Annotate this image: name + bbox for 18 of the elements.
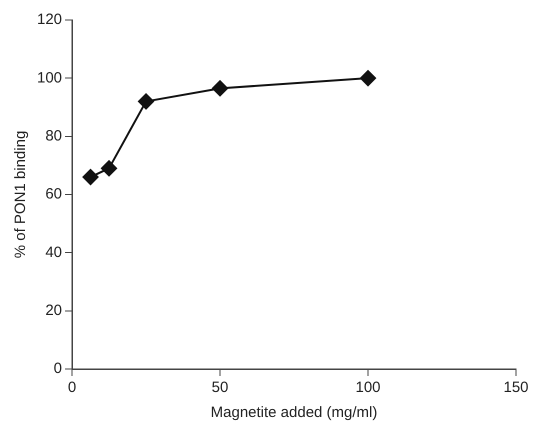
point xyxy=(138,93,154,110)
x-axis-title: Magnetite added (mg/ml) xyxy=(210,404,378,422)
point xyxy=(101,160,118,176)
y-axis-title: % of PON1 binding xyxy=(12,130,30,258)
point xyxy=(212,80,228,96)
point xyxy=(82,169,99,186)
x-tick-label: 0 xyxy=(68,379,76,396)
y-tick-label: 120 xyxy=(36,11,62,28)
x-tick-label: 50 xyxy=(212,379,228,396)
y-tick-label: 60 xyxy=(45,186,62,203)
point xyxy=(360,70,376,86)
y-tick-label: 80 xyxy=(45,127,62,144)
y-tick-label: 40 xyxy=(45,244,62,261)
y-tick-label: 20 xyxy=(45,302,62,319)
y-tick-label: 100 xyxy=(36,69,62,86)
x-tick-label: 100 xyxy=(355,379,381,396)
y-tick-label: 0 xyxy=(54,360,62,378)
x-tick-label: 150 xyxy=(503,379,529,396)
